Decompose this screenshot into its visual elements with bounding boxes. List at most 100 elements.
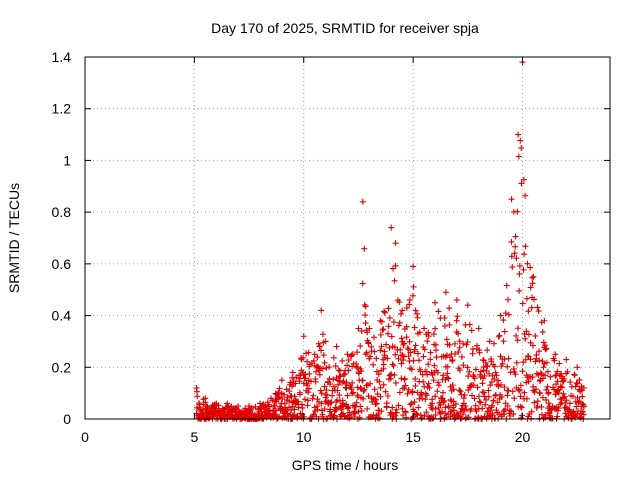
data-point [398,335,405,342]
data-point [491,363,498,370]
data-point [554,407,561,414]
data-point [485,387,492,394]
data-point [458,353,465,360]
data-point [518,404,525,411]
chart-title: Day 170 of 2025, SRMTID for receiver spj… [211,20,479,36]
data-point [460,411,467,418]
data-point [364,405,371,412]
data-point [516,387,523,394]
data-point [479,405,486,412]
data-point [449,357,456,364]
data-point [440,389,447,396]
data-point [533,386,540,393]
data-point [267,395,274,402]
data-point [380,381,387,388]
data-point [580,384,587,391]
data-point [302,375,309,382]
data-point [540,364,547,371]
data-point [496,332,503,339]
data-point [320,331,327,338]
data-point [377,347,384,354]
data-point [529,374,536,381]
data-point [455,330,462,337]
data-point [457,388,464,395]
data-point [330,354,337,361]
data-point [579,408,586,415]
data-point [432,325,439,332]
data-point [246,403,253,410]
data-point [312,376,319,383]
data-point [557,383,564,390]
data-point [388,410,395,417]
data-point [365,393,372,400]
data-point [420,353,427,360]
data-point [203,403,210,410]
data-point [483,396,490,403]
data-point [358,407,365,414]
data-point [468,327,475,334]
data-point [326,375,333,382]
data-point [412,307,419,314]
data-point [525,331,532,338]
data-point [390,265,397,272]
data-point [375,371,382,378]
data-point [411,324,418,331]
data-point [529,280,536,287]
data-point [517,393,524,400]
data-point [435,404,442,411]
data-point [324,392,331,399]
data-point [416,329,423,336]
data-point [305,389,312,396]
data-point [442,289,449,296]
data-point [279,395,286,402]
data-point [381,309,388,316]
data-point [511,395,518,402]
data-point [501,384,508,391]
data-point [524,260,531,267]
data-point [193,384,200,391]
data-point [505,387,512,394]
data-point [464,364,471,371]
data-point [432,393,439,400]
data-point [487,407,494,414]
data-point [344,392,351,399]
data-point [356,414,363,421]
data-point [377,384,384,391]
data-point [442,410,449,417]
data-point [435,379,442,386]
data-point [391,371,398,378]
data-point [337,403,344,410]
data-point [516,271,523,278]
data-point [432,347,439,354]
data-point [332,363,339,370]
data-point [363,349,370,356]
data-point [484,362,491,369]
data-point [531,296,538,303]
data-point [431,362,438,369]
data-point [456,367,463,374]
data-point [378,408,385,415]
data-point [326,364,333,371]
data-point [349,351,356,358]
data-point [351,403,358,410]
data-point [472,366,479,373]
y-tick-label: 0.4 [52,308,72,324]
data-point [418,415,425,422]
data-point [429,396,436,403]
data-point [399,405,406,412]
data-point [503,282,510,289]
data-point [502,406,509,413]
data-point [390,319,397,326]
data-point [498,394,505,401]
data-point [533,370,540,377]
data-point [542,372,549,379]
data-point [411,346,418,353]
data-point [456,387,463,394]
data-point [242,405,249,412]
data-point [348,352,355,359]
data-point [470,371,477,378]
data-point [534,398,541,405]
data-point [453,297,460,304]
data-point [383,341,390,348]
data-point [397,346,404,353]
